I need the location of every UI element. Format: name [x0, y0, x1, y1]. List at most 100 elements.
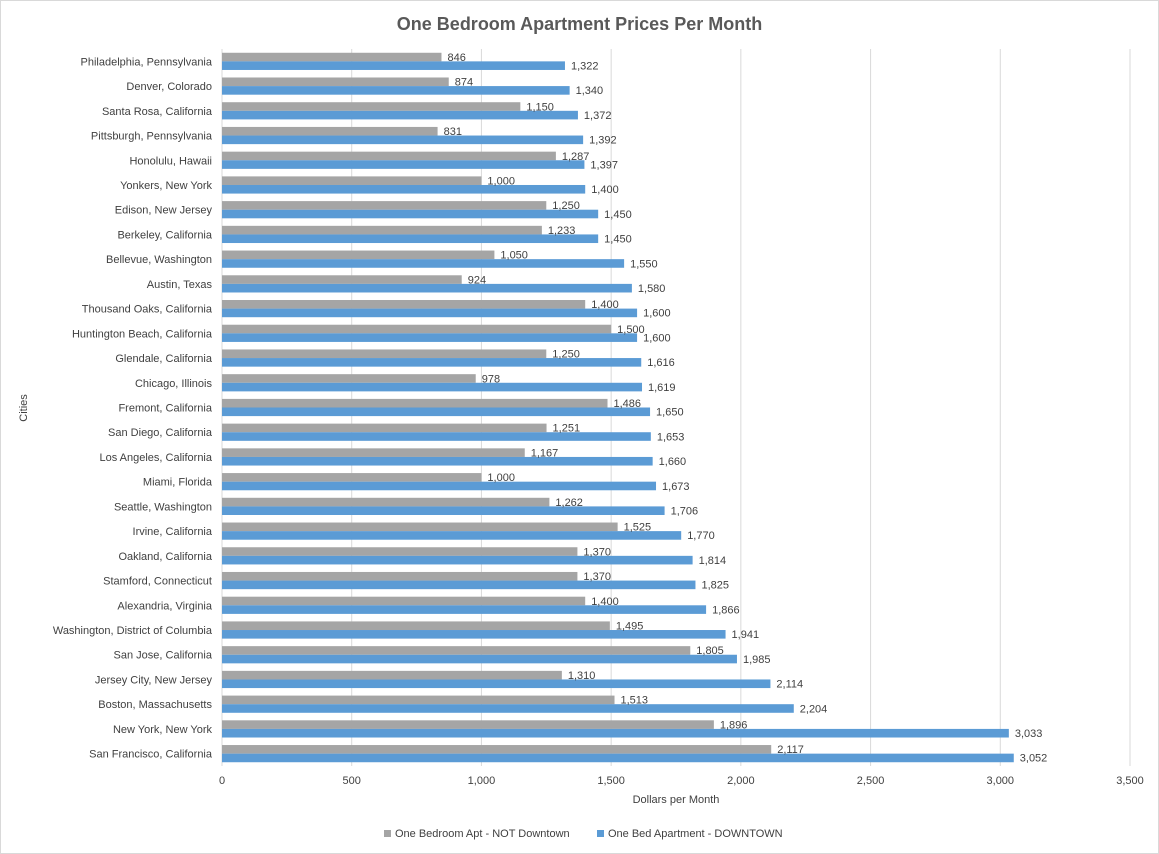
data-label: 978 — [482, 373, 500, 385]
bar-downtown — [222, 630, 726, 639]
category-label: Honolulu, Hawaii — [129, 155, 212, 167]
data-label: 1,814 — [699, 555, 727, 567]
category-label: Santa Rosa, California — [102, 106, 213, 118]
category-label: Fremont, California — [118, 403, 212, 415]
bar-downtown — [222, 234, 599, 244]
category-label: Denver, Colorado — [126, 81, 212, 93]
data-label: 1,000 — [487, 175, 515, 187]
bar-downtown — [222, 432, 651, 441]
category-label: Chicago, Illinois — [135, 378, 213, 390]
bar-not-downtown — [222, 349, 547, 359]
legend-swatch-not-downtown — [384, 830, 391, 837]
bar-downtown — [222, 283, 632, 293]
bar-downtown — [222, 506, 665, 515]
data-label: 1,400 — [591, 184, 619, 196]
bar-not-downtown — [222, 324, 612, 334]
category-label: Glendale, California — [115, 353, 212, 365]
bar-downtown — [222, 679, 771, 689]
data-label: 1,287 — [562, 151, 590, 163]
bar-not-downtown — [222, 621, 610, 631]
data-label: 1,619 — [648, 382, 676, 394]
bar-not-downtown — [222, 571, 578, 581]
bar-not-downtown — [222, 423, 547, 433]
category-label: Austin, Texas — [147, 279, 213, 291]
category-label: Oakland, California — [118, 551, 212, 563]
data-label: 831 — [444, 126, 462, 138]
bar-downtown — [222, 382, 643, 392]
bar-downtown — [222, 135, 584, 145]
bar-downtown — [222, 333, 638, 342]
bar-not-downtown — [222, 300, 586, 309]
data-label: 1,650 — [656, 407, 684, 419]
bar-not-downtown — [222, 225, 542, 235]
category-label: Washington, District of Columbia — [53, 625, 213, 637]
category-label: San Francisco, California — [89, 749, 213, 761]
category-label: Miami, Florida — [143, 477, 213, 489]
bar-not-downtown — [222, 77, 449, 87]
category-label: Thousand Oaks, California — [82, 304, 213, 316]
bar-downtown — [222, 456, 653, 466]
x-tick-label: 1,500 — [597, 775, 625, 787]
y-axis-title: Cities — [18, 394, 30, 422]
category-label: Seattle, Washington — [114, 501, 212, 513]
bar-downtown — [222, 259, 625, 268]
data-label: 1,250 — [552, 349, 580, 361]
bar-not-downtown — [222, 102, 521, 111]
data-label: 1,550 — [630, 258, 658, 270]
x-axis-ticks: 0 500 1,000 1,500 2,000 2,500 3,000 3,500 — [219, 775, 1144, 787]
data-label: 1,866 — [712, 604, 740, 616]
data-label: 1,050 — [500, 250, 528, 262]
data-label: 1,600 — [643, 332, 671, 344]
category-label: Edison, New Jersey — [115, 205, 213, 217]
data-label: 1,397 — [590, 159, 618, 171]
data-label: 1,167 — [531, 447, 559, 459]
data-label: 1,770 — [687, 530, 715, 542]
data-label: 1,616 — [647, 357, 675, 369]
legend: One Bedroom Apt - NOT Downtown One Bed A… — [384, 828, 783, 840]
data-label: 1,500 — [617, 324, 645, 336]
bar-not-downtown — [222, 497, 550, 507]
data-label: 1,400 — [591, 596, 619, 608]
data-label: 2,114 — [776, 679, 803, 691]
category-label: Irvine, California — [133, 526, 213, 538]
data-label: 1,150 — [526, 101, 554, 113]
category-label: Los Angeles, California — [99, 452, 212, 464]
data-label: 1,000 — [487, 472, 515, 484]
bar-downtown — [222, 184, 586, 194]
bar-not-downtown — [222, 720, 714, 729]
bar-downtown — [222, 555, 693, 565]
bar-downtown — [222, 531, 682, 540]
category-label: San Diego, California — [108, 427, 213, 439]
data-label: 1,580 — [638, 283, 666, 295]
x-tick-label: 3,500 — [1116, 775, 1144, 787]
data-label: 1,310 — [568, 670, 596, 682]
x-tick-label: 2,500 — [857, 775, 885, 787]
category-label: Philadelphia, Pennsylvania — [81, 56, 213, 68]
bar-downtown — [222, 704, 794, 713]
bar-not-downtown — [222, 522, 618, 532]
bar-not-downtown — [222, 670, 562, 680]
data-label: 1,450 — [604, 234, 632, 246]
bar-not-downtown — [222, 547, 578, 556]
x-tick-label: 1,000 — [468, 775, 496, 787]
data-label: 1,495 — [616, 621, 644, 633]
data-label: 1,985 — [743, 654, 771, 666]
bar-not-downtown — [222, 398, 608, 408]
bar-downtown — [222, 209, 599, 219]
legend-label-downtown: One Bed Apartment - DOWNTOWN — [608, 828, 783, 840]
data-label: 1,660 — [659, 456, 687, 468]
data-label: 846 — [447, 52, 465, 64]
bar-not-downtown — [222, 374, 476, 383]
chart-title: One Bedroom Apartment Prices Per Month — [397, 14, 762, 34]
bar-not-downtown — [222, 473, 482, 482]
bar-downtown — [222, 728, 1009, 738]
data-label: 1,340 — [576, 85, 604, 97]
bar-downtown — [222, 110, 578, 120]
category-label: Bellevue, Washington — [106, 254, 212, 266]
bar-not-downtown — [222, 52, 442, 62]
bar-downtown — [222, 358, 642, 367]
category-label: San Jose, California — [114, 650, 213, 662]
data-label: 1,233 — [548, 225, 576, 237]
data-label: 1,525 — [624, 522, 652, 534]
bar-downtown — [222, 753, 1014, 763]
